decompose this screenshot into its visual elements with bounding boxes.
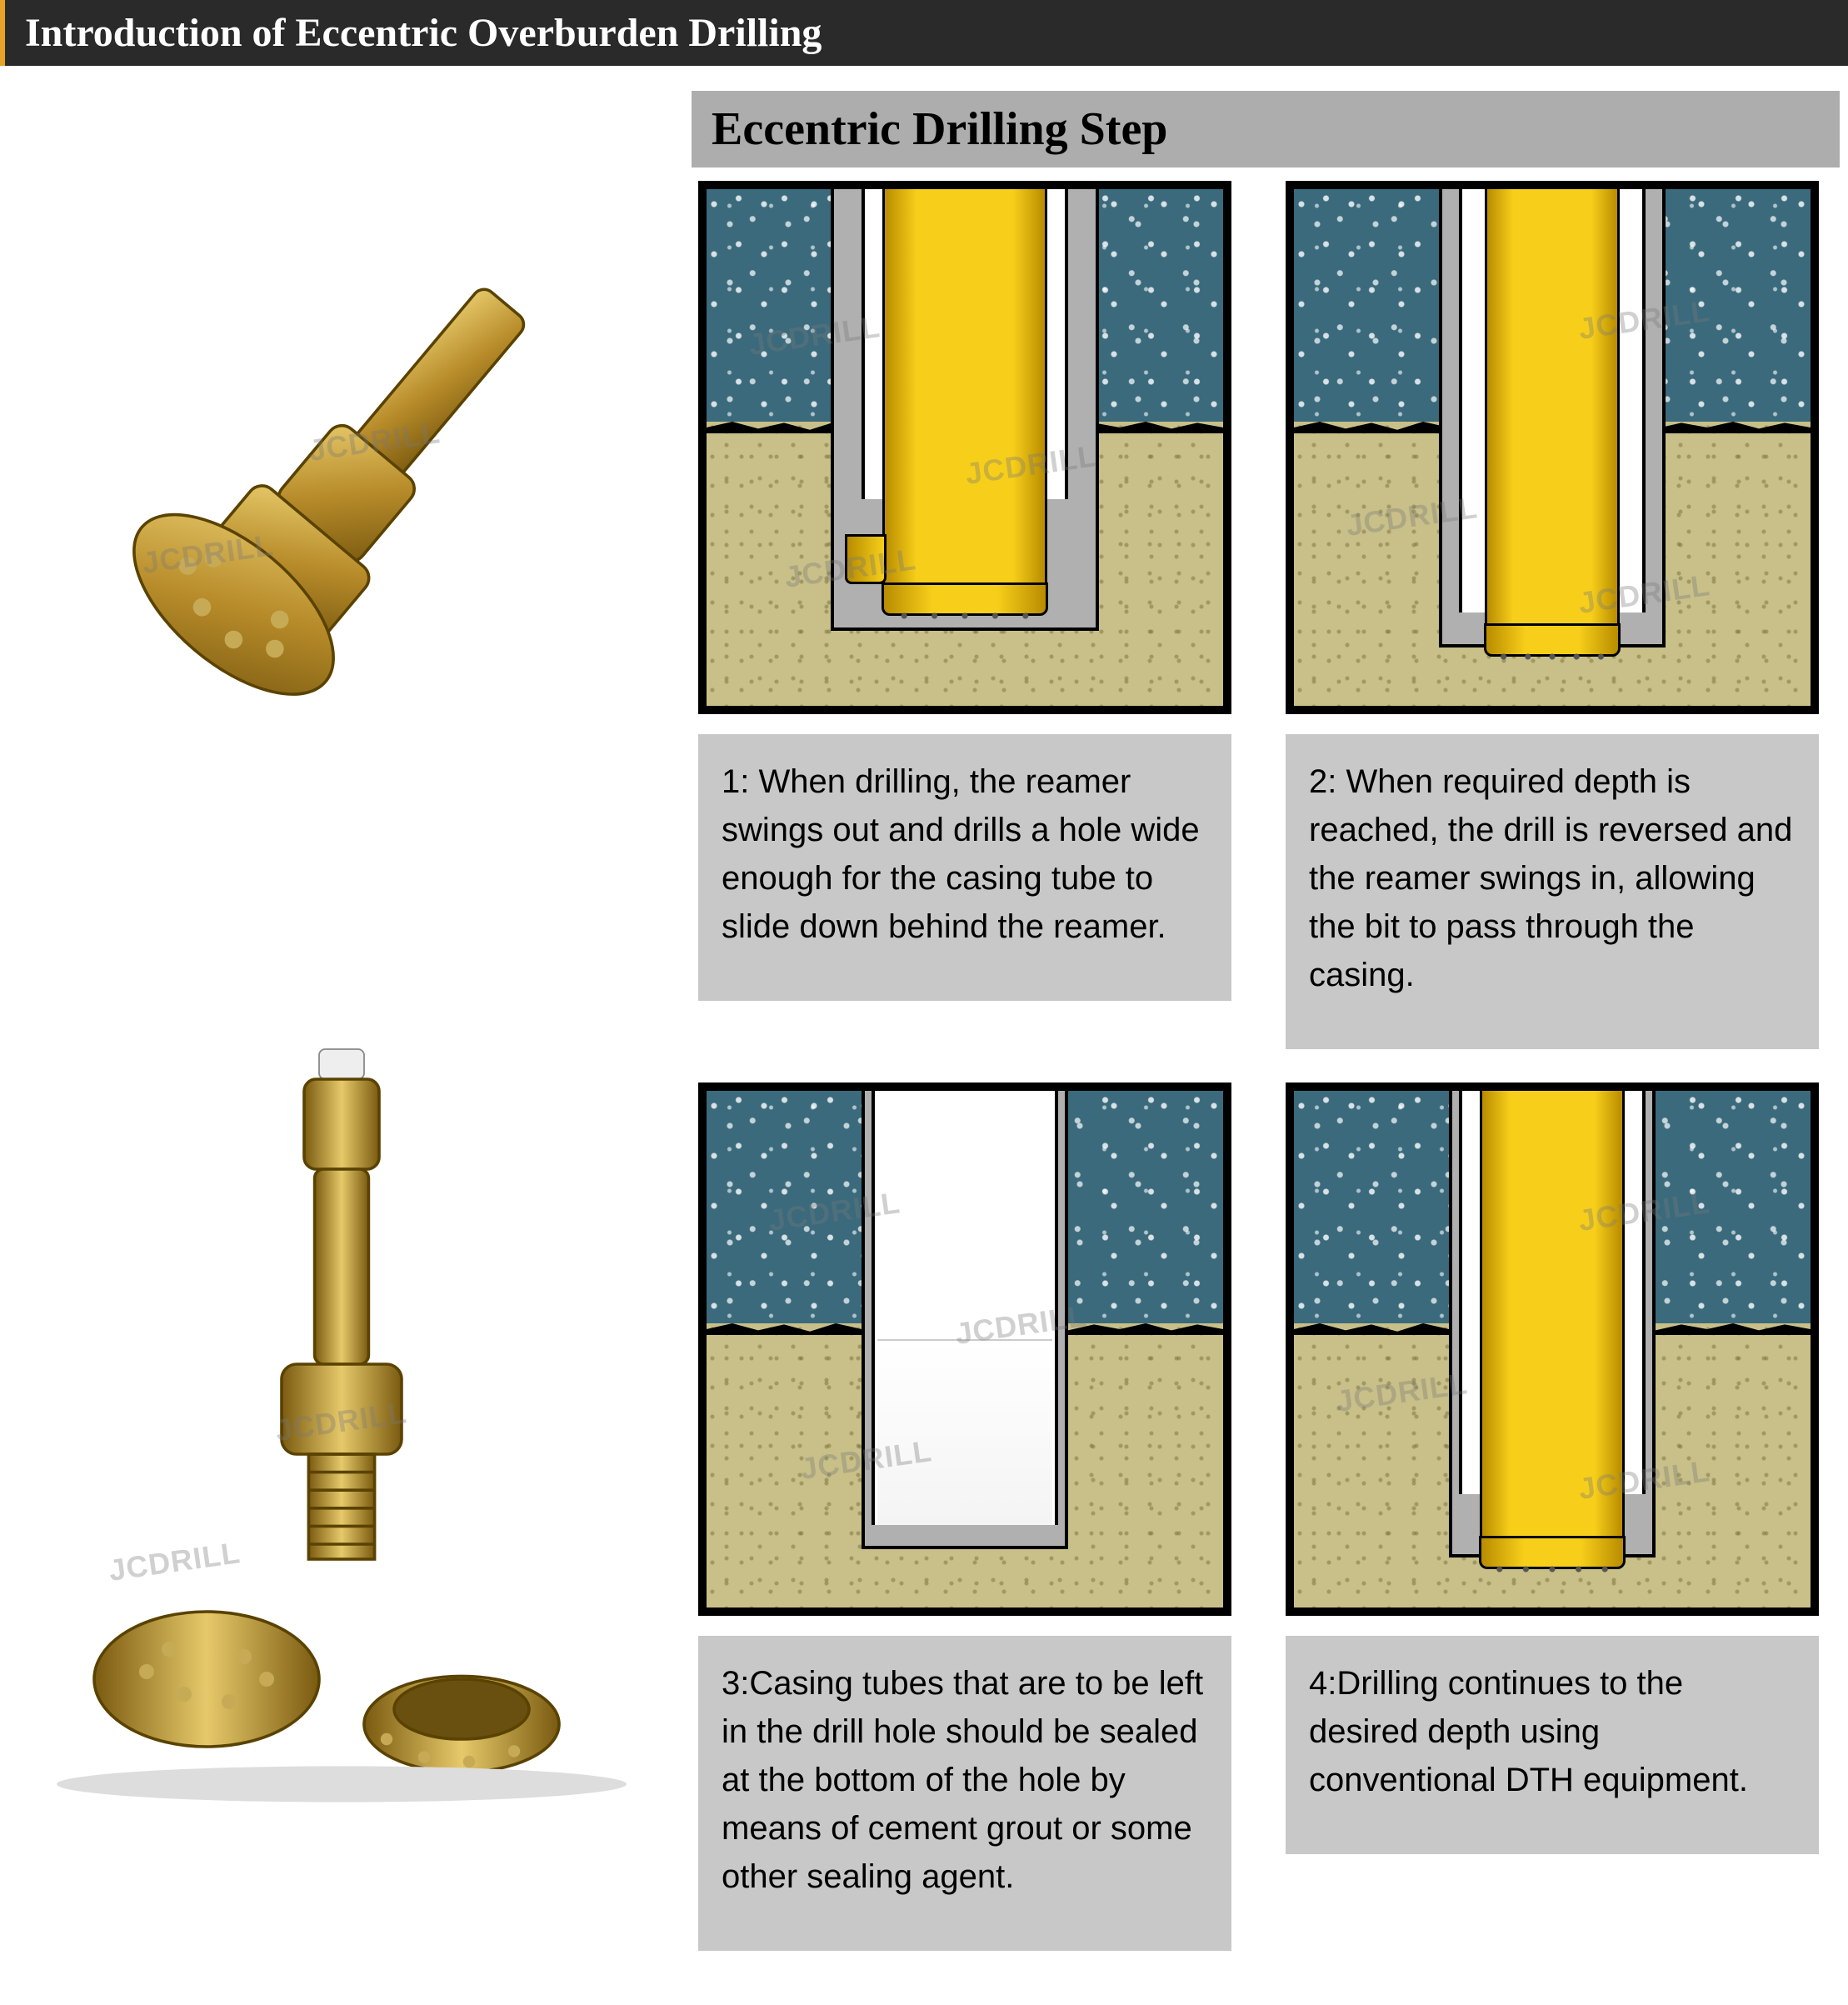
drill-bit-icon — [1479, 1536, 1626, 1569]
step-3-diagram: JCDRILL JCDRILL JCDRILL — [698, 1082, 1231, 1616]
step-2-diagram: JCDRILL JCDRILL JCDRILL — [1286, 181, 1819, 714]
page-title: Introduction of Eccentric Overburden Dri… — [25, 11, 822, 55]
step-2-caption: 2: When required depth is reached, the d… — [1286, 734, 1819, 1049]
step-1-diagram: JCDRILL JCDRILL JCDRILL — [698, 181, 1231, 714]
reamer-out — [845, 534, 887, 584]
grout-fill — [877, 1339, 1053, 1525]
drill-string — [1485, 189, 1619, 633]
step-4-diagram: JCDRILL JCDRILL JCDRILL — [1286, 1082, 1819, 1616]
step-4-caption: 4:Drilling continues to the desired dept… — [1286, 1636, 1819, 1854]
drill-string — [882, 189, 1047, 592]
drill-bit-icon — [882, 582, 1048, 616]
eccentric-bit-angled-illustration — [42, 162, 642, 837]
step-3: JCDRILL JCDRILL JCDRILL 3:Casing tubes t… — [698, 1082, 1236, 1951]
product-image-1: JCDRILL JCDRILL — [8, 124, 675, 874]
step-4: JCDRILL JCDRILL JCDRILL 4:Drilling conti… — [1286, 1082, 1823, 1951]
main-content: JCDRILL JCDRILL — [0, 66, 1848, 1976]
step-2: JCDRILL JCDRILL JCDRILL 2: When required… — [1286, 181, 1823, 1049]
steps-grid: JCDRILL JCDRILL JCDRILL 1: When drilling… — [692, 174, 1840, 1968]
step-1: JCDRILL JCDRILL JCDRILL 1: When drilling… — [698, 181, 1236, 1049]
section-title: Eccentric Drilling Step — [692, 91, 1840, 168]
drill-string — [1480, 1091, 1625, 1546]
drill-bit-icon — [1484, 623, 1620, 657]
product-images-column: JCDRILL JCDRILL — [8, 91, 675, 1968]
steps-column: Eccentric Drilling Step JCDRILL JCDRILL — [692, 91, 1840, 1968]
step-1-caption: 1: When drilling, the reamer swings out … — [698, 734, 1231, 1001]
page-header: Introduction of Eccentric Overburden Dri… — [0, 0, 1848, 66]
step-3-caption: 3:Casing tubes that are to be left in th… — [698, 1636, 1231, 1951]
eccentric-bit-upright-illustration — [42, 974, 642, 1874]
product-image-2: JCDRILL JCDRILL — [8, 924, 675, 1924]
